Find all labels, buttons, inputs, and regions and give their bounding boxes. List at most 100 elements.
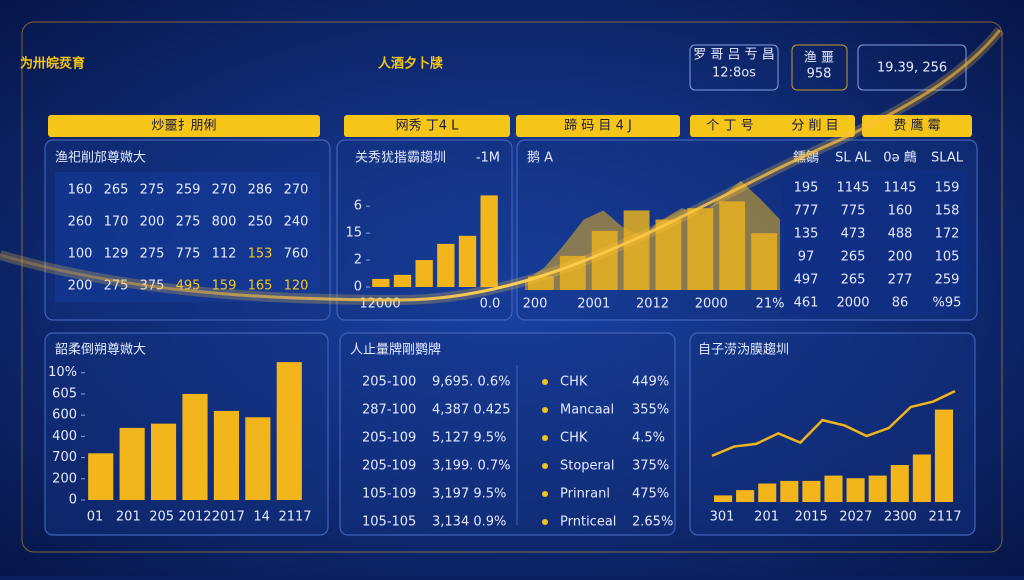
tab-label: 蹄 码 目 4 J bbox=[564, 118, 632, 134]
y-tick-label: 400 bbox=[52, 429, 77, 444]
bar bbox=[372, 278, 390, 287]
line bbox=[711, 389, 956, 457]
bar bbox=[780, 480, 799, 502]
cell: 265 bbox=[841, 273, 866, 288]
y-tick-label: 700 bbox=[52, 450, 77, 465]
bar bbox=[182, 393, 208, 500]
cell: %95 bbox=[933, 296, 962, 311]
x-tick-label: 01 bbox=[87, 510, 104, 525]
cell: 275 bbox=[140, 247, 165, 262]
x-tick-label: 2017 bbox=[212, 510, 245, 525]
panel-title: 自子涝沩膜趨圳 bbox=[698, 342, 789, 358]
tab bbox=[516, 115, 680, 137]
cell: 260 bbox=[68, 215, 93, 230]
legend-label: Mancaal bbox=[560, 403, 614, 418]
cell: 800 bbox=[212, 215, 237, 230]
bar bbox=[846, 478, 865, 502]
glow-curve bbox=[0, 29, 1002, 302]
bar bbox=[276, 362, 302, 500]
legend-label: Stoperal bbox=[560, 459, 614, 474]
x-tick-label: 2027 bbox=[839, 510, 872, 525]
bar bbox=[824, 475, 843, 502]
cell: 1145 bbox=[836, 181, 869, 196]
x-tick-label: 201 bbox=[754, 510, 779, 525]
bar bbox=[88, 453, 114, 500]
bar bbox=[151, 423, 177, 500]
list-cell: 105-109 bbox=[362, 487, 416, 502]
panel-title: 人止量牌剛鹦牌 bbox=[350, 342, 441, 358]
x-tick-label: 301 bbox=[710, 510, 735, 525]
y-tick-label: 6 bbox=[354, 199, 362, 214]
cell: 97 bbox=[798, 250, 815, 265]
bar bbox=[868, 475, 887, 502]
col-header: 0ə 鷓 bbox=[883, 151, 916, 166]
panel-title: 渔祀削邡尊媺大 bbox=[55, 150, 146, 166]
cell: 165 bbox=[248, 279, 273, 294]
cell: 1145 bbox=[883, 181, 916, 196]
panel-title: 韶柔倒朔尊媺大 bbox=[55, 342, 146, 358]
cell: 461 bbox=[794, 296, 819, 311]
y-tick-label: 0 bbox=[354, 280, 362, 295]
cell: 200 bbox=[68, 279, 93, 294]
x-tick-label: 2300 bbox=[884, 510, 917, 525]
tab-label: 炒噩扌朋俐 bbox=[151, 119, 216, 134]
counter-box bbox=[791, 44, 848, 91]
cell: 86 bbox=[892, 296, 909, 311]
table-bg bbox=[782, 170, 967, 315]
col-header: SLAL bbox=[931, 151, 964, 166]
y-tick-label: 200 bbox=[52, 471, 77, 486]
list-cell: 205-109 bbox=[362, 431, 416, 446]
clock: 12:8os bbox=[712, 66, 756, 81]
panel-title: 关秀犹揩霸趨圳 bbox=[355, 151, 446, 166]
cell: 760 bbox=[284, 247, 309, 262]
tab bbox=[344, 115, 510, 137]
cell: 158 bbox=[935, 204, 960, 219]
cell: 153 bbox=[248, 247, 273, 262]
cell: 200 bbox=[140, 215, 165, 230]
cell: 112 bbox=[212, 247, 237, 262]
area bbox=[525, 180, 780, 290]
cell: 275 bbox=[140, 183, 165, 198]
bar bbox=[393, 274, 412, 287]
table-bg bbox=[55, 172, 320, 302]
x-tick-label: 2012 bbox=[178, 510, 211, 525]
y-tick-label: 10% bbox=[48, 365, 77, 380]
bar bbox=[119, 427, 145, 500]
y-tick-label: 2 bbox=[354, 253, 362, 268]
cell: 135 bbox=[794, 227, 819, 242]
cell: 2000 bbox=[836, 296, 869, 311]
cell: 775 bbox=[176, 247, 201, 262]
stamp: 19.39, 256 bbox=[877, 61, 947, 76]
legend-label: CHK bbox=[560, 375, 588, 390]
clock-caption: 罗 哥 吕 亐 昌 bbox=[693, 48, 775, 63]
bar bbox=[245, 417, 271, 500]
legend-value: 355% bbox=[632, 403, 669, 418]
legend-label: Prinranl bbox=[560, 487, 610, 502]
list-cell: 3,134 0.9% bbox=[432, 515, 506, 530]
x-tick-label: 2012 bbox=[636, 297, 669, 312]
col-header: 鑂鶵 bbox=[793, 151, 819, 166]
list-cell: 4,387 0.425 bbox=[432, 403, 511, 418]
bar bbox=[480, 195, 498, 287]
cell: 277 bbox=[888, 273, 913, 288]
panel bbox=[689, 332, 976, 536]
legend-dot bbox=[542, 519, 548, 525]
cell: 259 bbox=[935, 273, 960, 288]
tab bbox=[48, 115, 320, 137]
legend-dot bbox=[542, 407, 548, 413]
cell: 775 bbox=[841, 204, 866, 219]
cell: 270 bbox=[284, 183, 309, 198]
cell: 159 bbox=[212, 279, 237, 294]
legend-value: 375% bbox=[632, 459, 669, 474]
bar bbox=[714, 495, 733, 502]
list-cell: 205-100 bbox=[362, 375, 416, 390]
legend-dot bbox=[542, 491, 548, 497]
cell: 259 bbox=[176, 183, 201, 198]
x-tick-label: 201 bbox=[116, 510, 141, 525]
cell: 195 bbox=[794, 181, 819, 196]
cell: 265 bbox=[104, 183, 129, 198]
cell: 777 bbox=[794, 204, 819, 219]
legend-label: Prnticeal bbox=[560, 515, 616, 530]
bar bbox=[437, 243, 455, 287]
